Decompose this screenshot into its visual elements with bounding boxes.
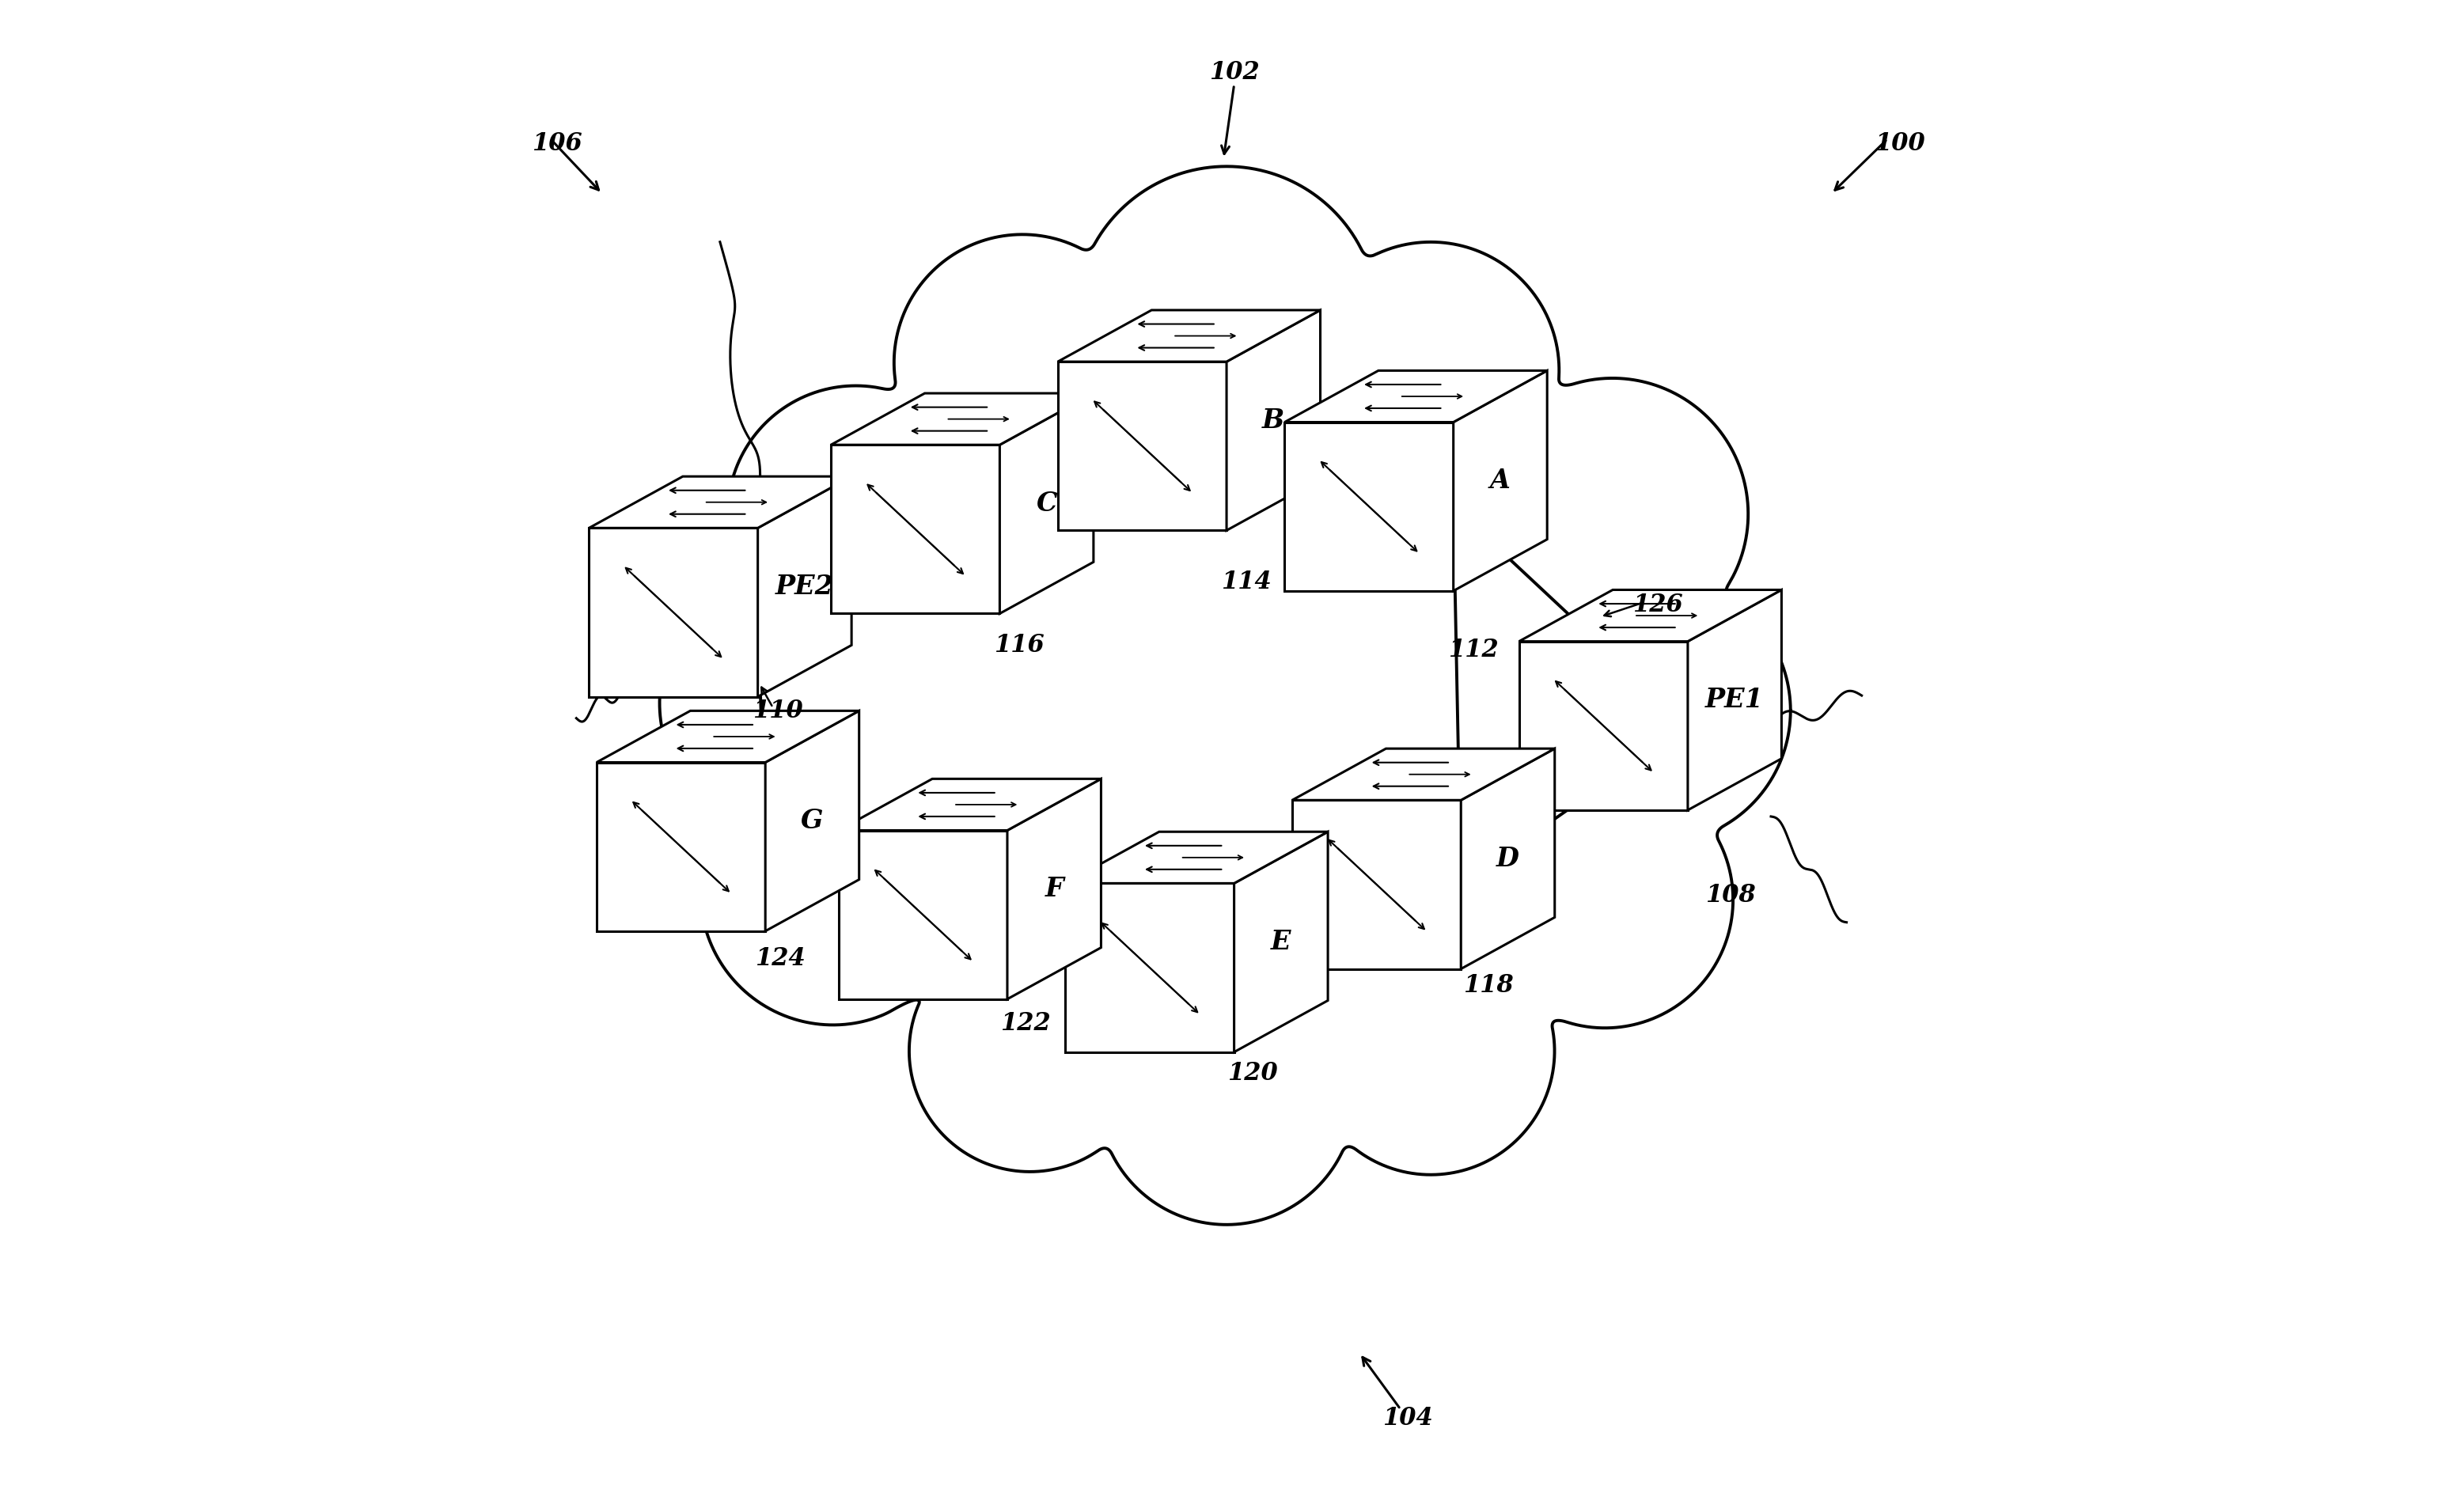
Text: PE1: PE1 — [1707, 686, 1763, 714]
Text: 108: 108 — [1704, 883, 1755, 907]
Text: D: D — [1497, 845, 1519, 872]
Text: G: G — [802, 807, 824, 835]
Polygon shape — [1687, 590, 1782, 810]
Text: F: F — [1046, 875, 1063, 903]
Text: 110: 110 — [753, 699, 802, 723]
Polygon shape — [1234, 832, 1329, 1052]
Polygon shape — [597, 711, 858, 762]
Text: 122: 122 — [1000, 1012, 1051, 1036]
Polygon shape — [1058, 361, 1226, 531]
Text: A: A — [1490, 467, 1512, 494]
Polygon shape — [831, 445, 1000, 614]
Polygon shape — [1460, 748, 1555, 969]
Text: 120: 120 — [1226, 1061, 1278, 1086]
Polygon shape — [1453, 370, 1548, 591]
Polygon shape — [1058, 310, 1321, 361]
Text: 112: 112 — [1448, 638, 1499, 662]
Text: E: E — [1270, 928, 1292, 956]
Polygon shape — [1292, 800, 1460, 969]
Text: 116: 116 — [995, 634, 1043, 658]
Text: 100: 100 — [1875, 132, 1924, 156]
Polygon shape — [839, 830, 1007, 999]
Polygon shape — [590, 528, 758, 697]
Polygon shape — [1065, 883, 1234, 1052]
Polygon shape — [1285, 370, 1548, 422]
Polygon shape — [1519, 641, 1687, 810]
Polygon shape — [1226, 310, 1321, 531]
Polygon shape — [766, 711, 858, 931]
Text: 126: 126 — [1633, 593, 1682, 617]
Polygon shape — [831, 393, 1095, 445]
Polygon shape — [758, 476, 851, 697]
Text: 124: 124 — [756, 947, 805, 971]
Polygon shape — [1519, 590, 1782, 641]
Text: PE2: PE2 — [775, 573, 834, 600]
Text: 102: 102 — [1209, 60, 1260, 85]
Polygon shape — [590, 476, 851, 528]
Polygon shape — [1000, 393, 1095, 614]
Text: C: C — [1036, 490, 1058, 517]
Polygon shape — [839, 779, 1102, 830]
Text: B: B — [1263, 407, 1285, 434]
Polygon shape — [1065, 832, 1329, 883]
Text: 106: 106 — [531, 132, 583, 156]
Text: 118: 118 — [1463, 974, 1514, 998]
Polygon shape — [1285, 422, 1453, 591]
Polygon shape — [597, 762, 766, 931]
Text: 104: 104 — [1382, 1406, 1434, 1430]
Text: 114: 114 — [1221, 570, 1273, 594]
Polygon shape — [1007, 779, 1102, 999]
Polygon shape — [1292, 748, 1555, 800]
